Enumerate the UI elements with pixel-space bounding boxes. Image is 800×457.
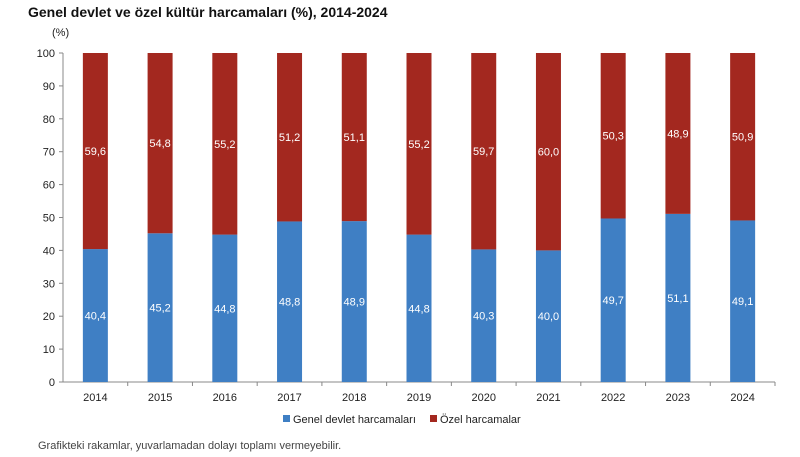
data-label: 55,2	[408, 139, 429, 151]
data-label: 51,2	[279, 132, 300, 144]
bar-genel-devlet	[600, 218, 626, 382]
data-label: 55,2	[214, 139, 235, 151]
data-label: 54,8	[149, 138, 170, 150]
y-tick-label: 10	[43, 344, 55, 356]
bar-ozel	[82, 53, 108, 250]
x-tick-label: 2024	[730, 392, 754, 404]
legend-swatch	[283, 415, 290, 422]
bar-genel-devlet	[535, 250, 561, 382]
bar-ozel	[147, 53, 173, 234]
x-tick-label: 2022	[601, 392, 625, 404]
x-tick-label: 2016	[213, 392, 237, 404]
bar-genel-devlet	[212, 234, 238, 382]
legend-label: Genel devlet harcamaları	[293, 414, 416, 426]
x-tick-label: 2023	[666, 392, 690, 404]
bar-ozel	[406, 53, 432, 235]
data-label: 49,1	[732, 296, 753, 308]
x-tick-label: 2017	[277, 392, 301, 404]
bar-ozel	[212, 53, 238, 235]
y-axis-label: (%)	[52, 27, 69, 39]
data-label: 44,8	[408, 303, 429, 315]
data-label: 40,4	[85, 311, 106, 323]
bar-ozel	[471, 53, 497, 250]
bar-ozel	[730, 53, 756, 221]
y-tick-label: 80	[43, 114, 55, 126]
bar-genel-devlet	[147, 233, 173, 382]
x-tick-label: 2015	[148, 392, 172, 404]
data-label: 40,0	[538, 311, 559, 323]
y-tick-label: 40	[43, 245, 55, 257]
data-label: 48,8	[279, 297, 300, 309]
data-label: 50,3	[602, 131, 623, 143]
data-label: 59,7	[473, 146, 494, 158]
y-tick-label: 70	[43, 147, 55, 159]
data-label: 45,2	[149, 303, 170, 315]
x-tick-label: 2019	[407, 392, 431, 404]
y-tick-label: 100	[37, 48, 55, 60]
bar-genel-devlet	[665, 213, 691, 382]
y-tick-label: 20	[43, 311, 55, 323]
x-tick-label: 2014	[83, 392, 107, 404]
bar-genel-devlet	[730, 220, 756, 382]
data-label: 59,6	[85, 146, 106, 158]
data-label: 40,3	[473, 311, 494, 323]
y-tick-label: 50	[43, 213, 55, 225]
bar-genel-devlet	[471, 249, 497, 382]
bar-ozel	[535, 53, 561, 251]
bar-ozel	[277, 53, 303, 222]
data-label: 51,1	[344, 132, 365, 144]
bar-ozel	[665, 53, 691, 214]
data-label: 60,0	[538, 147, 559, 159]
data-label: 44,8	[214, 303, 235, 315]
footnote: Grafikteki rakamlar, yuvarlamadan dolayı…	[38, 440, 342, 452]
data-label: 50,9	[732, 132, 753, 144]
data-label: 51,1	[667, 293, 688, 305]
bar-genel-devlet	[341, 221, 367, 382]
x-tick-label: 2020	[471, 392, 495, 404]
y-tick-label: 90	[43, 81, 55, 93]
y-tick-label: 0	[49, 377, 55, 389]
data-label: 49,7	[602, 295, 623, 307]
bar-ozel	[341, 53, 367, 222]
bar-genel-devlet	[82, 249, 108, 382]
x-tick-label: 2021	[536, 392, 560, 404]
legend-label: Özel harcamalar	[440, 414, 521, 426]
bar-ozel	[600, 53, 626, 219]
data-label: 48,9	[667, 128, 688, 140]
y-tick-label: 30	[43, 278, 55, 290]
chart-title: Genel devlet ve özel kültür harcamaları …	[28, 4, 388, 20]
bar-genel-devlet	[406, 234, 432, 382]
x-tick-label: 2018	[342, 392, 366, 404]
y-tick-label: 60	[43, 180, 55, 192]
legend-swatch	[430, 415, 437, 422]
bar-genel-devlet	[277, 221, 303, 382]
data-label: 48,9	[344, 297, 365, 309]
